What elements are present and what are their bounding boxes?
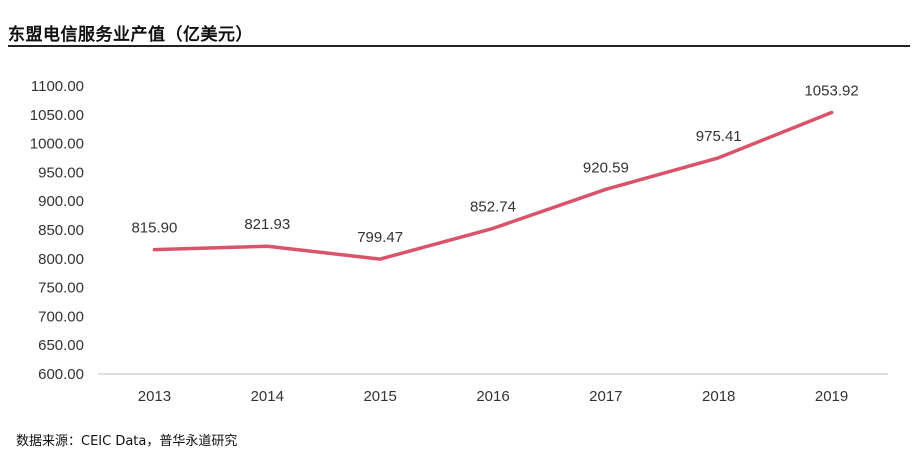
x-tick-label: 2013 [138, 388, 171, 405]
data-point [378, 257, 382, 261]
data-point [491, 226, 495, 230]
y-tick-label: 850.00 [38, 222, 84, 239]
y-tick-label: 1000.00 [30, 136, 84, 153]
data-point [717, 156, 721, 160]
y-tick-label: 900.00 [38, 193, 84, 210]
y-tick-label: 600.00 [38, 366, 84, 383]
x-tick-label: 2017 [589, 388, 622, 405]
y-tick-label: 1100.00 [31, 78, 84, 95]
x-tick-label: 2014 [251, 388, 284, 405]
y-tick-label: 700.00 [38, 308, 84, 325]
source-note: 数据来源：CEIC Data，普华永道研究 [16, 434, 238, 449]
y-tick-label: 800.00 [38, 251, 84, 268]
chart-area: 600.00 650.00 700.00 750.00 800.00 850.00 900.… [8, 58, 910, 420]
page-title: 东盟电信服务业产值（亿美元） [8, 25, 253, 45]
x-tick-label: 2019 [815, 388, 848, 405]
data-label: 852.74 [470, 198, 516, 215]
data-point [152, 248, 156, 252]
y-axis-ticks: 600.00 650.00 700.00 750.00 800.00 850.00 900.… [30, 78, 84, 383]
data-label: 815.90 [131, 220, 177, 237]
data-point [265, 244, 269, 248]
y-tick-label: 950.00 [38, 164, 84, 181]
data-point [604, 187, 608, 191]
y-tick-label: 1050.00 [30, 107, 84, 124]
data-labels-group: 815.90 821.93 799.47 852.74 920.59 975.41 1053… [131, 83, 858, 247]
data-label: 799.47 [357, 229, 403, 246]
x-axis-ticks: 2013 2014 2015 2016 2017 2018 2019 [138, 388, 849, 405]
x-tick-label: 2016 [476, 388, 509, 405]
title-divider [8, 45, 910, 47]
data-label: 975.41 [696, 128, 742, 145]
y-tick-label: 650.00 [38, 337, 84, 354]
data-point [830, 111, 834, 115]
y-tick-label: 750.00 [38, 280, 84, 297]
x-tick-label: 2018 [702, 388, 735, 405]
line-chart: 600.00 650.00 700.00 750.00 800.00 850.00 900.… [30, 78, 888, 405]
series-group [152, 110, 834, 261]
data-label: 821.93 [244, 216, 290, 233]
data-label: 920.59 [583, 159, 629, 176]
x-tick-label: 2015 [363, 388, 396, 405]
data-label: 1053.92 [804, 83, 858, 100]
